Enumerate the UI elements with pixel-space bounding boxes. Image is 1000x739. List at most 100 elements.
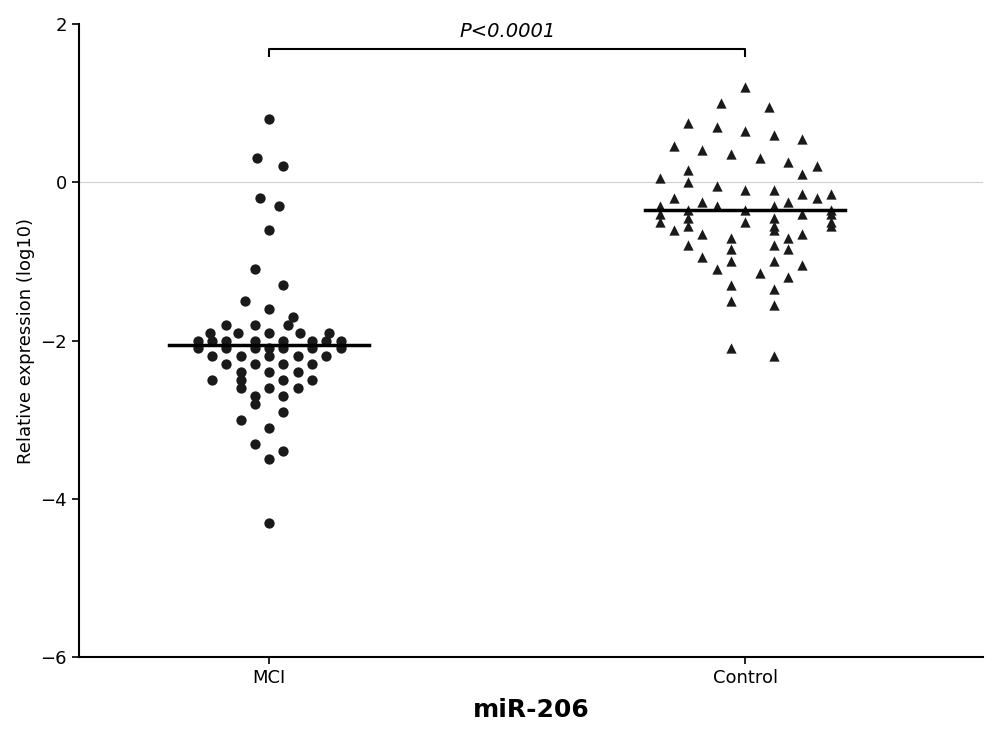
Point (252, 192, 268, 204)
Point (333, 343, 349, 355)
Point (766, 350, 782, 362)
Point (794, 188, 810, 200)
Point (780, 244, 796, 256)
Point (290, 350, 306, 362)
Point (204, 374, 220, 386)
Point (261, 224, 277, 236)
Point (780, 231, 796, 243)
Point (794, 259, 810, 271)
Point (304, 335, 320, 347)
Point (766, 212, 782, 224)
Point (275, 343, 291, 355)
Point (275, 160, 291, 172)
Point (333, 335, 349, 347)
Point (247, 343, 263, 355)
Point (247, 319, 263, 330)
Point (190, 335, 206, 347)
Point (680, 164, 696, 176)
Point (680, 204, 696, 216)
Point (666, 224, 682, 236)
Point (652, 208, 668, 219)
Point (680, 219, 696, 231)
Point (713, 97, 729, 109)
Point (766, 256, 782, 268)
Point (823, 188, 839, 200)
Point (233, 382, 249, 394)
Point (652, 200, 668, 212)
Point (292, 327, 308, 338)
Point (666, 140, 682, 152)
Point (680, 176, 696, 188)
Point (737, 81, 753, 93)
Point (766, 129, 782, 140)
Point (261, 367, 277, 378)
Point (218, 335, 234, 347)
Point (723, 295, 739, 307)
Point (290, 382, 306, 394)
Point (752, 152, 768, 164)
Point (275, 406, 291, 418)
Point (275, 374, 291, 386)
Point (247, 437, 263, 449)
Point (218, 358, 234, 370)
Point (780, 157, 796, 168)
Point (652, 216, 668, 228)
Point (247, 263, 263, 275)
Point (261, 303, 277, 315)
Point (218, 319, 234, 330)
Point (304, 374, 320, 386)
Point (285, 311, 301, 323)
Point (247, 335, 263, 347)
Point (723, 343, 739, 355)
Point (694, 145, 710, 157)
Point (737, 204, 753, 216)
Point (666, 192, 682, 204)
Point (261, 343, 277, 355)
Point (261, 454, 277, 466)
Point (794, 132, 810, 144)
Point (761, 101, 777, 113)
Point (275, 279, 291, 291)
Point (723, 279, 739, 291)
Point (709, 200, 725, 212)
Point (766, 200, 782, 212)
Point (318, 350, 334, 362)
Point (233, 374, 249, 386)
Point (218, 343, 234, 355)
Point (823, 219, 839, 231)
Point (321, 327, 337, 338)
Point (652, 172, 668, 184)
Point (709, 180, 725, 192)
Point (275, 446, 291, 457)
Point (809, 192, 825, 204)
Point (247, 398, 263, 410)
Point (737, 184, 753, 196)
Point (737, 125, 753, 137)
Point (275, 390, 291, 402)
Point (766, 224, 782, 236)
Point (680, 117, 696, 129)
Point (823, 216, 839, 228)
Point (261, 517, 277, 528)
Point (694, 196, 710, 208)
Point (261, 422, 277, 434)
Point (233, 414, 249, 426)
Point (766, 219, 782, 231)
Point (230, 327, 246, 338)
Point (709, 263, 725, 275)
Point (766, 184, 782, 196)
Point (271, 200, 287, 212)
X-axis label: miR-206: miR-206 (473, 698, 589, 722)
Point (261, 350, 277, 362)
Point (237, 295, 253, 307)
Point (709, 120, 725, 132)
Point (275, 358, 291, 370)
Point (318, 335, 334, 347)
Point (202, 327, 218, 338)
Point (304, 343, 320, 355)
Point (290, 367, 306, 378)
Point (233, 367, 249, 378)
Point (275, 335, 291, 347)
Point (233, 350, 249, 362)
Point (794, 208, 810, 219)
